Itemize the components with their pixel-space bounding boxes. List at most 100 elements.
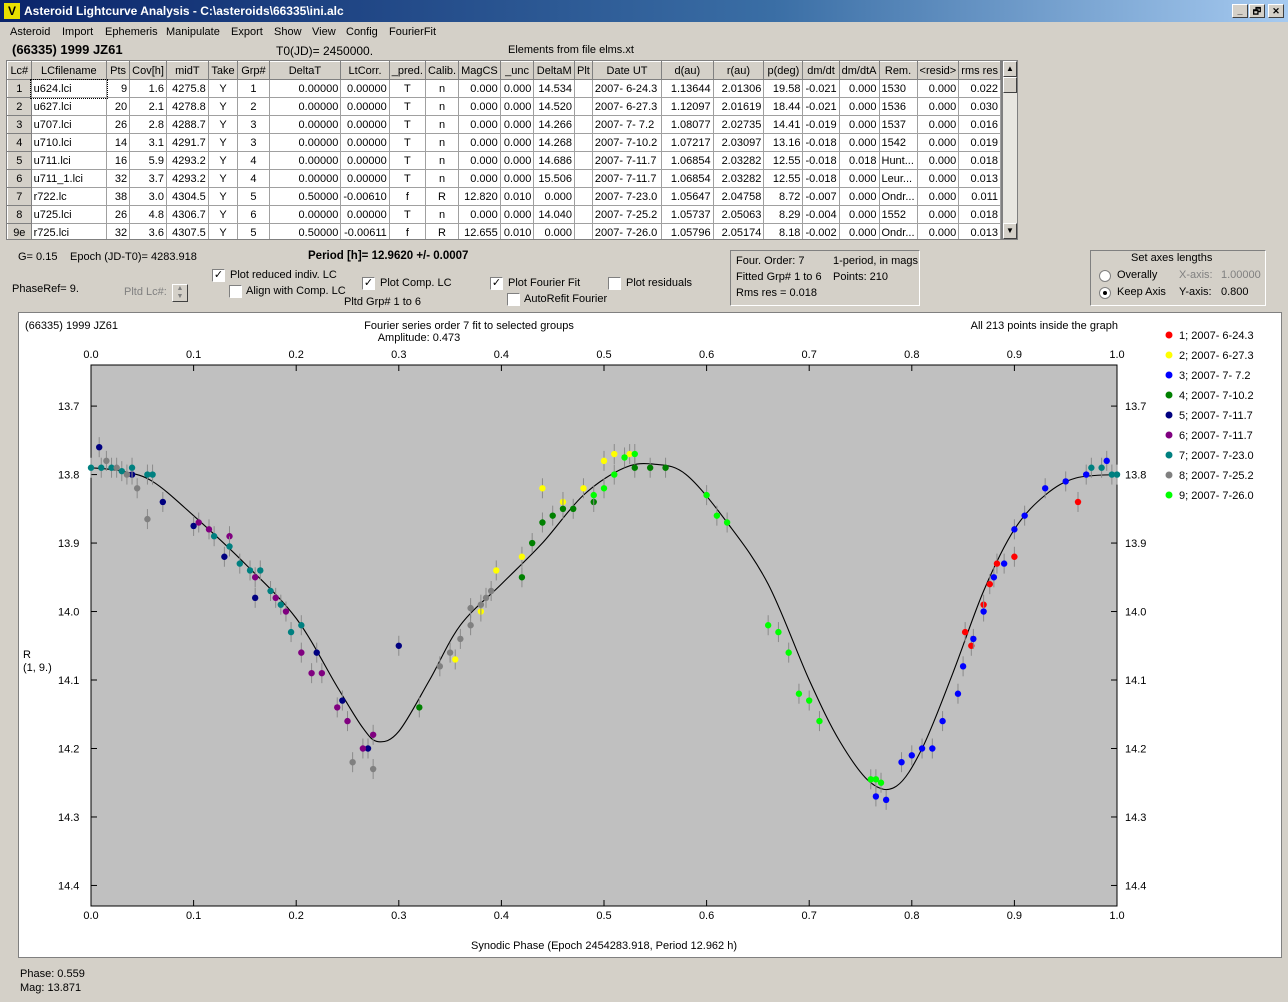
table-cell[interactable]: 5 (237, 187, 270, 206)
table-cell[interactable]: 1.08077 (661, 115, 714, 134)
table-cell[interactable]: 20 (106, 97, 131, 116)
row-number[interactable]: 6 (7, 169, 32, 188)
table-cell[interactable]: 1536 (878, 97, 918, 116)
table-cell[interactable]: 0.000 (499, 151, 535, 170)
table-cell[interactable]: 2.05174 (712, 223, 765, 239)
table-cell[interactable]: 2.03282 (712, 151, 765, 170)
table-cell[interactable]: 4293.2 (165, 151, 209, 170)
column-header[interactable]: Grp# (237, 61, 270, 80)
table-scrollbar[interactable]: ▲ ▼ (1002, 60, 1018, 240)
table-cell[interactable]: -0.021 (802, 97, 840, 116)
column-header[interactable]: rms res (958, 61, 1001, 80)
column-header[interactable]: Rem. (878, 61, 918, 80)
table-cell[interactable]: 0.000 (458, 133, 501, 152)
table-cell[interactable]: 8.29 (763, 205, 804, 224)
minimize-button[interactable]: _ (1232, 4, 1248, 18)
table-cell[interactable]: Y (207, 187, 239, 206)
table-cell[interactable]: 0.016 (958, 115, 1001, 134)
table-cell[interactable]: 2.02735 (712, 115, 765, 134)
table-cell[interactable] (574, 205, 593, 224)
table-cell[interactable]: 0.00000 (340, 97, 390, 116)
table-cell[interactable]: 2.05063 (712, 205, 765, 224)
column-header[interactable]: Take (207, 61, 239, 80)
table-cell[interactable]: 0.000 (458, 97, 501, 116)
table-cell[interactable]: T (388, 169, 426, 188)
table-cell[interactable]: 8.18 (763, 223, 804, 239)
table-cell[interactable]: T (388, 205, 426, 224)
table-cell[interactable]: T (388, 97, 426, 116)
table-cell[interactable]: 5 (237, 223, 270, 239)
table-cell[interactable]: 0.000 (499, 169, 535, 188)
table-cell[interactable]: u711.lci (30, 151, 108, 170)
table-cell[interactable]: 0.019 (958, 133, 1001, 152)
table-cell[interactable] (574, 187, 593, 206)
table-cell[interactable]: 1530 (878, 79, 918, 98)
table-cell[interactable]: Ondr... (878, 187, 918, 206)
table-cell[interactable]: 0.000 (916, 223, 960, 239)
table-cell[interactable]: 14.41 (763, 115, 804, 134)
table-cell[interactable]: 2007- 6-27.3 (591, 97, 663, 116)
table-cell[interactable]: 0.010 (499, 223, 535, 239)
table-cell[interactable]: n (424, 151, 460, 170)
pltd-lc-spinner[interactable]: ▲ ▼ (172, 284, 188, 302)
table-cell[interactable]: -0.018 (802, 169, 840, 188)
table-cell[interactable]: 15.506 (533, 169, 576, 188)
table-cell[interactable]: 3.7 (129, 169, 167, 188)
table-cell[interactable]: 6 (237, 205, 270, 224)
column-header[interactable]: Date UT (591, 61, 663, 80)
menu-export[interactable]: Export (231, 26, 263, 38)
table-cell[interactable] (574, 223, 593, 239)
table-cell[interactable]: 4 (237, 151, 270, 170)
table-cell[interactable]: n (424, 169, 460, 188)
table-cell[interactable]: 0.00000 (340, 79, 390, 98)
table-cell[interactable]: 0.011 (958, 187, 1001, 206)
table-cell[interactable]: 0.50000 (268, 223, 342, 239)
table-cell[interactable]: 2007- 7- 7.2 (591, 115, 663, 134)
table-cell[interactable]: 1.05647 (661, 187, 714, 206)
table-cell[interactable] (574, 115, 593, 134)
table-cell[interactable]: 0.013 (958, 169, 1001, 188)
table-cell[interactable]: 1.06854 (661, 169, 714, 188)
restore-button[interactable]: 🗗 (1249, 4, 1265, 18)
menu-fourierfit[interactable]: FourierFit (389, 26, 437, 38)
table-cell[interactable]: 0.000 (499, 79, 535, 98)
table-cell[interactable]: 18.44 (763, 97, 804, 116)
table-cell[interactable]: 2007- 7-23.0 (591, 187, 663, 206)
table-cell[interactable]: 14.686 (533, 151, 576, 170)
table-cell[interactable]: 0.022 (958, 79, 1001, 98)
table-cell[interactable]: 1.12097 (661, 97, 714, 116)
plot-fourier-checkbox[interactable]: ✓ (490, 277, 503, 290)
row-number[interactable]: 5 (7, 151, 32, 170)
column-header[interactable]: d(au) (661, 61, 714, 80)
table-cell[interactable]: 4278.8 (165, 97, 209, 116)
scroll-up-icon[interactable]: ▲ (1003, 61, 1017, 77)
keep-axis-radio[interactable] (1099, 287, 1111, 299)
table-cell[interactable]: 2007- 7-11.7 (591, 169, 663, 188)
table-cell[interactable]: 0.000 (458, 79, 501, 98)
scroll-down-icon[interactable]: ▼ (1003, 223, 1017, 239)
table-cell[interactable] (574, 97, 593, 116)
table-cell[interactable]: -0.007 (802, 187, 840, 206)
table-cell[interactable]: 1542 (878, 133, 918, 152)
table-cell[interactable]: 16 (106, 151, 131, 170)
table-cell[interactable]: 2 (237, 97, 270, 116)
table-cell[interactable]: 0.000 (916, 187, 960, 206)
table-cell[interactable]: 2007- 7-11.7 (591, 151, 663, 170)
table-cell[interactable]: 4275.8 (165, 79, 209, 98)
table-cell[interactable]: 0.000 (916, 79, 960, 98)
table-cell[interactable]: 0.000 (916, 133, 960, 152)
table-cell[interactable]: 3 (237, 133, 270, 152)
row-number[interactable]: 7 (7, 187, 32, 206)
table-cell[interactable]: 0.000 (916, 169, 960, 188)
table-cell[interactable]: 2007- 7-10.2 (591, 133, 663, 152)
table-cell[interactable]: -0.021 (802, 79, 840, 98)
table-cell[interactable]: u725.lci (30, 205, 108, 224)
table-cell[interactable]: 2.1 (129, 97, 167, 116)
table-cell[interactable]: 12.820 (458, 187, 501, 206)
table-cell[interactable]: u707.lci (30, 115, 108, 134)
table-cell[interactable]: n (424, 79, 460, 98)
